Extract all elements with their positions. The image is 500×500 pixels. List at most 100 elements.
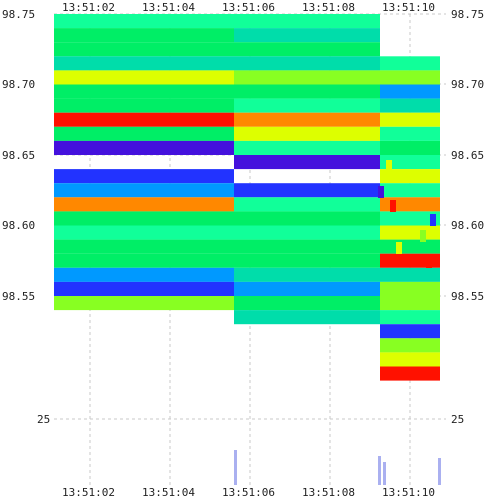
band-mid-0	[234, 14, 380, 29]
band-left-19	[54, 281, 234, 296]
band-mid-4	[234, 70, 380, 85]
band-left-5	[54, 84, 234, 99]
band-left-17	[54, 253, 234, 268]
band-right-13	[380, 197, 440, 212]
volume-bar-2	[383, 462, 386, 485]
y-tick-left-volume: 25	[37, 413, 50, 426]
band-left-2	[54, 42, 234, 57]
band-mid-14	[234, 211, 380, 226]
band-speck-0	[386, 160, 392, 172]
band-right-10	[380, 155, 440, 170]
band-mid-18	[234, 267, 380, 282]
band-speck-2	[378, 186, 384, 198]
band-left-1	[54, 28, 234, 43]
band-left-7	[54, 112, 234, 127]
band-mid-21	[234, 310, 380, 325]
x-tick-top-4: 13:51:10	[382, 1, 435, 14]
band-left-16	[54, 239, 234, 254]
band-left-11	[54, 169, 234, 184]
x-tick-top-1: 13:51:04	[142, 1, 195, 14]
volume-bar-3	[438, 458, 441, 485]
band-mid-7	[234, 112, 380, 127]
y-tick-right-volume: 25	[451, 413, 464, 426]
y-tick-left-2: 98.65	[2, 149, 35, 162]
band-right-21	[380, 310, 440, 325]
y-tick-left-0: 98.75	[2, 8, 35, 21]
x-tick-top-0: 13:51:02	[62, 1, 115, 14]
band-left-6	[54, 98, 234, 113]
band-right-16	[380, 239, 440, 254]
band-right-15	[380, 225, 440, 240]
band-left-14	[54, 211, 234, 226]
y-tick-left-1: 98.70	[2, 78, 35, 91]
band-mid-16	[234, 239, 380, 254]
band-left-0	[54, 14, 234, 29]
band-mid-2	[234, 42, 380, 57]
band-right-8	[380, 126, 440, 141]
band-right-6	[380, 98, 440, 113]
band-right-7	[380, 112, 440, 127]
band-left-13	[54, 197, 234, 212]
band-right-17	[380, 253, 440, 268]
band-right-23	[380, 338, 440, 353]
band-right-5	[380, 84, 440, 99]
x-tick-bottom-4: 13:51:10	[382, 486, 435, 499]
band-mid-13	[234, 197, 380, 212]
band-mid-8	[234, 126, 380, 141]
band-right-25	[380, 366, 440, 381]
heatmap-bands	[54, 14, 440, 381]
band-left-18	[54, 267, 234, 282]
band-right-24	[380, 352, 440, 367]
band-left-9	[54, 140, 234, 155]
band-speck-6	[426, 256, 432, 268]
band-mid-5	[234, 84, 380, 99]
band-speck-5	[396, 242, 402, 254]
band-right-22	[380, 324, 440, 339]
band-speck-4	[430, 214, 436, 226]
x-tick-bottom-1: 13:51:04	[142, 486, 195, 499]
band-mid-20	[234, 296, 380, 311]
band-speck-1	[390, 200, 396, 212]
band-mid-9	[234, 140, 380, 155]
band-mid-19	[234, 281, 380, 296]
x-tick-bottom-0: 13:51:02	[62, 486, 115, 499]
band-left-8	[54, 126, 234, 141]
band-left-4	[54, 70, 234, 85]
x-tick-top-2: 13:51:06	[222, 1, 275, 14]
y-tick-right-0: 98.75	[451, 8, 484, 21]
band-mid-12	[234, 183, 380, 198]
band-left-12	[54, 183, 234, 198]
volume-bars	[234, 450, 441, 485]
volume-bar-0	[234, 450, 237, 485]
band-mid-17	[234, 253, 380, 268]
x-tick-bottom-2: 13:51:06	[222, 486, 275, 499]
x-tick-top-3: 13:51:08	[302, 1, 355, 14]
volume-bar-1	[378, 456, 381, 485]
band-right-14	[380, 211, 440, 226]
x-tick-bottom-3: 13:51:08	[302, 486, 355, 499]
y-tick-left-4: 98.55	[2, 290, 35, 303]
band-left-15	[54, 225, 234, 240]
band-mid-3	[234, 56, 380, 71]
band-mid-6	[234, 98, 380, 113]
band-right-18	[380, 267, 440, 282]
band-right-20	[380, 296, 440, 311]
band-right-3	[380, 56, 440, 71]
band-left-3	[54, 56, 234, 71]
band-mid-1	[234, 28, 380, 43]
y-tick-left-3: 98.60	[2, 219, 35, 232]
band-right-19	[380, 281, 440, 296]
band-right-9	[380, 140, 440, 155]
y-tick-right-3: 98.60	[451, 219, 484, 232]
band-left-20	[54, 296, 234, 311]
band-mid-10	[234, 155, 380, 170]
band-speck-3	[420, 230, 426, 242]
band-right-11	[380, 169, 440, 184]
band-right-12	[380, 183, 440, 198]
y-tick-right-2: 98.65	[451, 149, 484, 162]
band-right-4	[380, 70, 440, 85]
y-tick-right-1: 98.70	[451, 78, 484, 91]
y-tick-right-4: 98.55	[451, 290, 484, 303]
band-mid-15	[234, 225, 380, 240]
